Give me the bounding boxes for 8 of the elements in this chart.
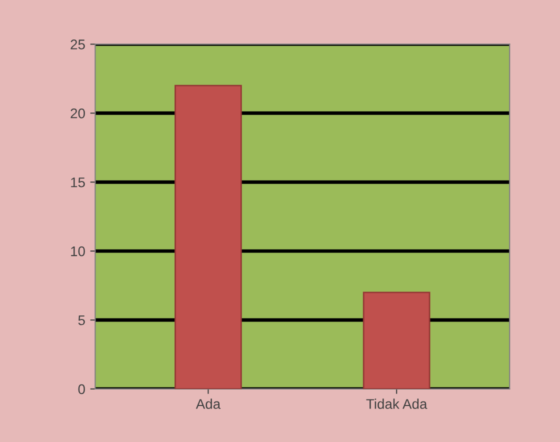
y-tick-label: 20: [70, 108, 85, 118]
y-tick-label: 25: [70, 40, 85, 50]
y-tick-label: 0: [78, 384, 85, 394]
y-tick-label: 15: [71, 178, 85, 188]
x-tick-label: Ada: [196, 398, 221, 409]
y-tick-label: 10: [71, 246, 85, 256]
y-tick-label: 5: [78, 315, 85, 326]
x-tick-label: Tidak Ada: [366, 398, 428, 409]
